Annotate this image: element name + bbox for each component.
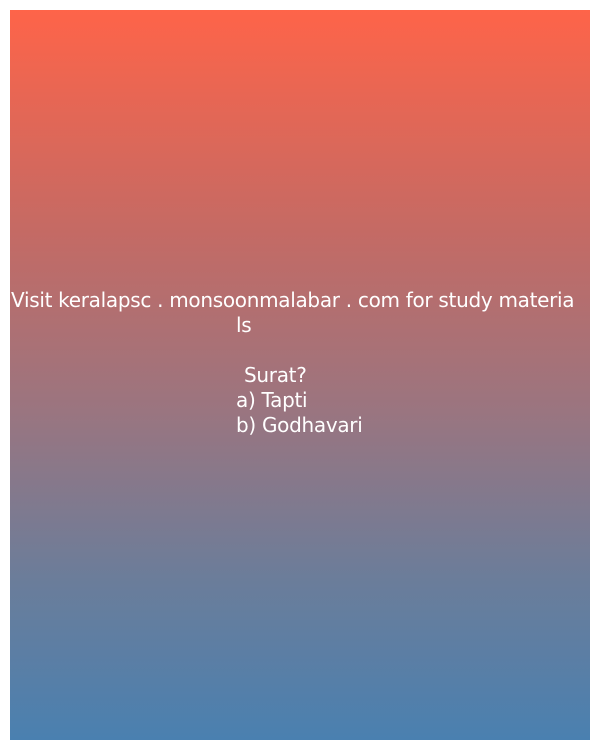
promo-text-line-1: Visit keralapsc . monsoonmalabar . com f… xyxy=(11,288,575,312)
promo-text-line-2: ls xyxy=(236,313,252,337)
option-a: a) Tapti xyxy=(236,388,308,412)
spacer xyxy=(10,338,590,363)
option-b: b) Godhavari xyxy=(236,413,363,437)
quiz-content: Visit keralapsc . monsoonmalabar . com f… xyxy=(10,288,590,438)
question-text: Surat? xyxy=(244,363,307,387)
quiz-card: Visit keralapsc . monsoonmalabar . com f… xyxy=(10,10,590,740)
